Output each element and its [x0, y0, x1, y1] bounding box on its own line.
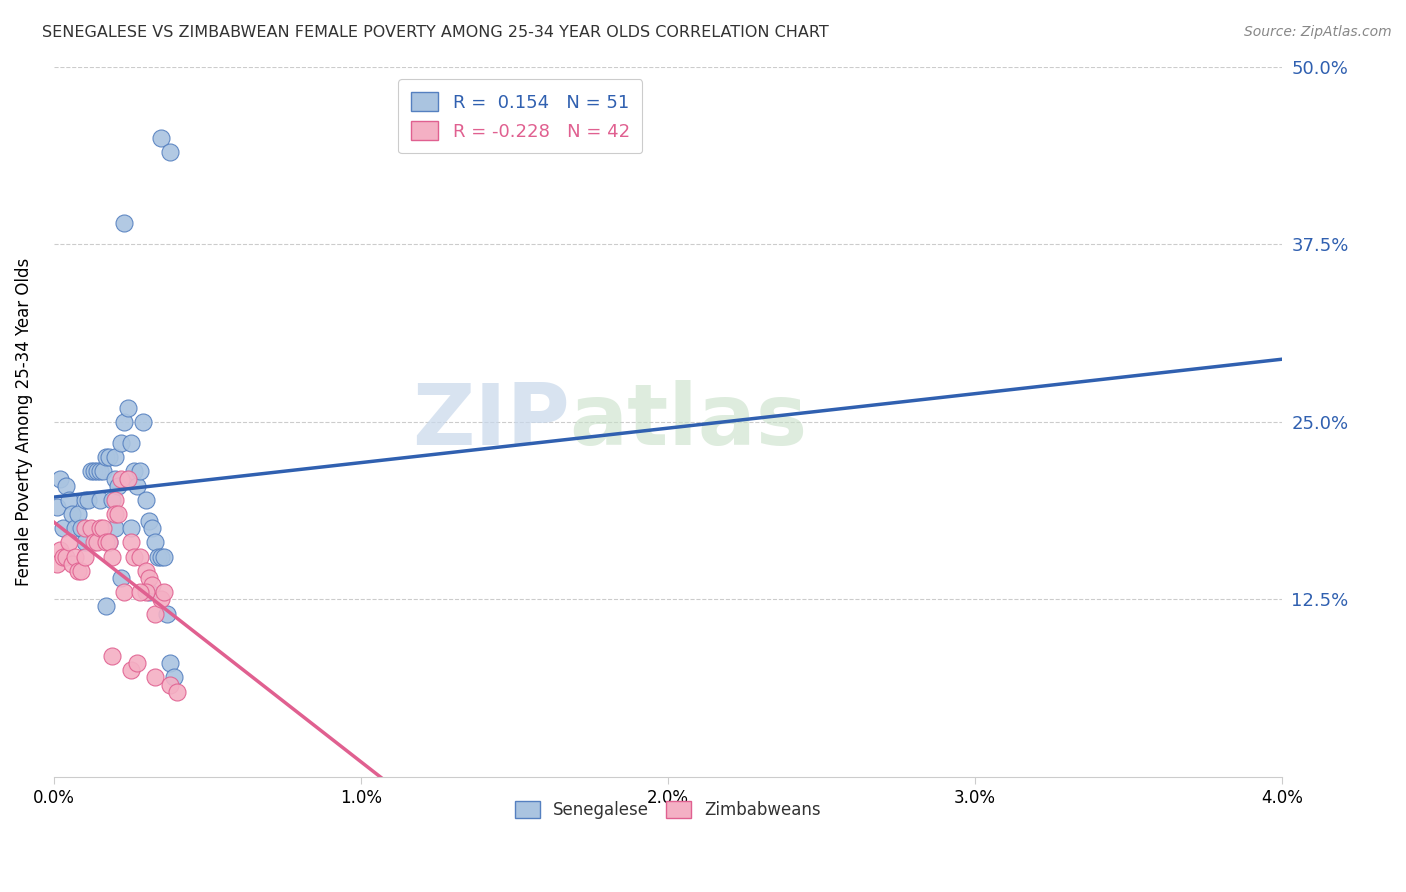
Point	[138, 514, 160, 528]
Point	[117, 401, 139, 415]
Point	[159, 145, 181, 159]
Point	[135, 585, 157, 599]
Point	[55, 549, 77, 564]
Text: Source: ZipAtlas.com: Source: ZipAtlas.com	[1244, 25, 1392, 39]
Legend: Senegalese, Zimbabweans: Senegalese, Zimbabweans	[508, 794, 827, 825]
Point	[159, 657, 181, 671]
Point	[73, 535, 96, 549]
Point	[52, 549, 75, 564]
Point	[110, 471, 132, 485]
Point	[49, 542, 72, 557]
Point	[104, 450, 127, 465]
Point	[98, 535, 121, 549]
Point	[162, 670, 184, 684]
Point	[128, 585, 150, 599]
Text: ZIP: ZIP	[412, 380, 569, 463]
Point	[135, 564, 157, 578]
Point	[120, 521, 142, 535]
Point	[101, 492, 124, 507]
Point	[114, 415, 136, 429]
Point	[122, 465, 145, 479]
Point	[101, 649, 124, 664]
Point	[83, 465, 105, 479]
Point	[104, 492, 127, 507]
Point	[91, 521, 114, 535]
Point	[101, 549, 124, 564]
Point	[86, 535, 108, 549]
Point	[65, 521, 87, 535]
Point	[120, 436, 142, 450]
Point	[76, 492, 98, 507]
Point	[153, 549, 176, 564]
Point	[156, 607, 179, 621]
Point	[94, 599, 117, 614]
Point	[45, 557, 67, 571]
Point	[150, 130, 173, 145]
Point	[120, 535, 142, 549]
Point	[67, 507, 90, 521]
Point	[135, 492, 157, 507]
Point	[141, 578, 163, 592]
Point	[98, 450, 121, 465]
Point	[110, 436, 132, 450]
Point	[143, 607, 166, 621]
Point	[45, 500, 67, 514]
Point	[86, 465, 108, 479]
Point	[110, 571, 132, 585]
Point	[58, 535, 80, 549]
Point	[159, 677, 181, 691]
Point	[107, 507, 129, 521]
Point	[143, 535, 166, 549]
Text: SENEGALESE VS ZIMBABWEAN FEMALE POVERTY AMONG 25-34 YEAR OLDS CORRELATION CHART: SENEGALESE VS ZIMBABWEAN FEMALE POVERTY …	[42, 25, 830, 40]
Point	[89, 521, 111, 535]
Point	[67, 564, 90, 578]
Point	[89, 465, 111, 479]
Point	[55, 478, 77, 492]
Point	[79, 465, 101, 479]
Point	[132, 415, 155, 429]
Point	[138, 585, 160, 599]
Point	[73, 521, 96, 535]
Point	[89, 492, 111, 507]
Point	[114, 585, 136, 599]
Point	[128, 465, 150, 479]
Point	[73, 549, 96, 564]
Point	[114, 216, 136, 230]
Point	[70, 564, 93, 578]
Point	[122, 549, 145, 564]
Point	[91, 465, 114, 479]
Point	[65, 549, 87, 564]
Text: atlas: atlas	[569, 380, 808, 463]
Point	[49, 471, 72, 485]
Point	[94, 450, 117, 465]
Point	[150, 592, 173, 607]
Point	[120, 663, 142, 677]
Point	[73, 492, 96, 507]
Point	[148, 549, 170, 564]
Y-axis label: Female Poverty Among 25-34 Year Olds: Female Poverty Among 25-34 Year Olds	[15, 258, 32, 586]
Point	[58, 492, 80, 507]
Point	[117, 471, 139, 485]
Point	[104, 521, 127, 535]
Point	[70, 521, 93, 535]
Point	[128, 549, 150, 564]
Point	[107, 478, 129, 492]
Point	[125, 657, 148, 671]
Point	[125, 478, 148, 492]
Point	[79, 521, 101, 535]
Point	[60, 557, 83, 571]
Point	[138, 571, 160, 585]
Point	[166, 684, 188, 698]
Point	[52, 521, 75, 535]
Point	[94, 535, 117, 549]
Point	[104, 507, 127, 521]
Point	[153, 585, 176, 599]
Point	[104, 471, 127, 485]
Point	[98, 535, 121, 549]
Point	[141, 521, 163, 535]
Point	[143, 670, 166, 684]
Point	[83, 535, 105, 549]
Point	[60, 507, 83, 521]
Point	[150, 549, 173, 564]
